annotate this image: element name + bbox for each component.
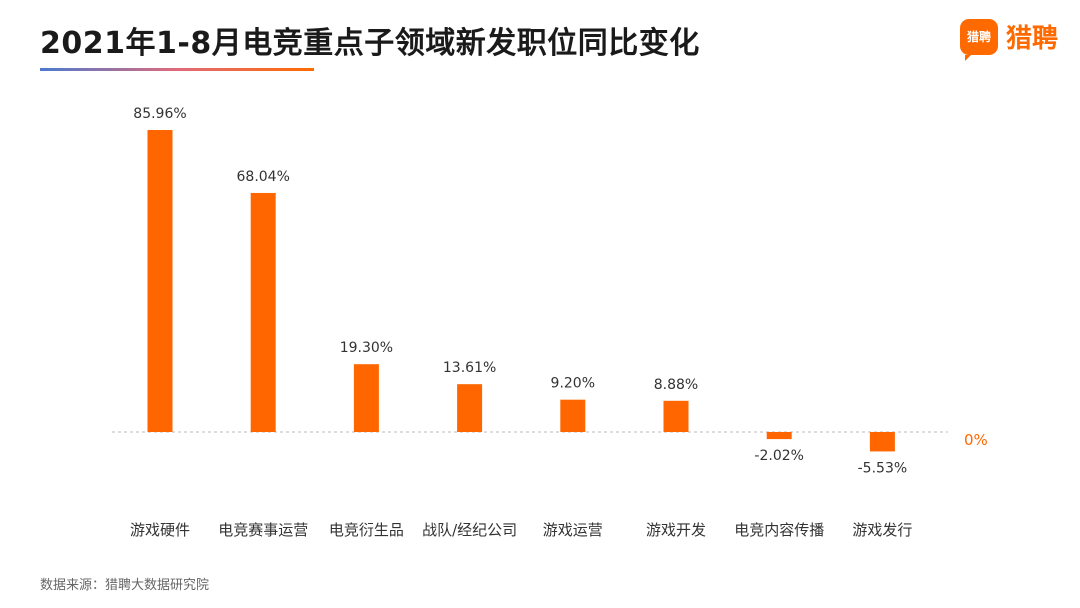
bar (663, 400, 689, 432)
bar (250, 192, 276, 432)
title-underline (40, 68, 314, 71)
bar (766, 432, 792, 440)
category-tick-label: 电竞衍生品 (329, 521, 404, 539)
category-tick-label: 战队/经纪公司 (422, 521, 517, 539)
zero-axis-label: 0% (964, 431, 988, 449)
bar (869, 432, 895, 452)
brand-logo-icon: 猎聘 (959, 18, 998, 61)
brand-logo: 猎聘 猎聘 (959, 18, 1058, 61)
data-label: 85.96% (133, 106, 186, 122)
data-label: 68.04% (237, 169, 290, 185)
brand-name: 猎聘 (1005, 24, 1058, 54)
data-source-note: 数据来源：猎聘大数据研究院 (40, 578, 210, 593)
bar (560, 399, 586, 432)
category-tick-label: 电竞赛事运营 (218, 521, 308, 539)
data-label: 13.61% (443, 360, 496, 376)
bar (353, 364, 379, 432)
data-label: 9.20% (551, 376, 595, 392)
data-label: 19.30% (340, 340, 393, 356)
category-tick-label: 游戏运营 (543, 521, 603, 539)
bar (147, 130, 173, 432)
category-tick-label: 游戏发行 (852, 521, 912, 539)
data-label: 8.88% (654, 377, 698, 393)
category-tick-label: 电竞内容传播 (734, 521, 824, 539)
bar (457, 384, 483, 432)
data-label: -2.02% (754, 448, 804, 464)
page-title: 2021年1-8月电竞重点子领域新发职位同比变化 (40, 26, 700, 61)
category-tick-label: 游戏开发 (646, 521, 706, 539)
category-tick-label: 游戏硬件 (130, 521, 190, 539)
data-label: -5.53% (858, 460, 908, 476)
